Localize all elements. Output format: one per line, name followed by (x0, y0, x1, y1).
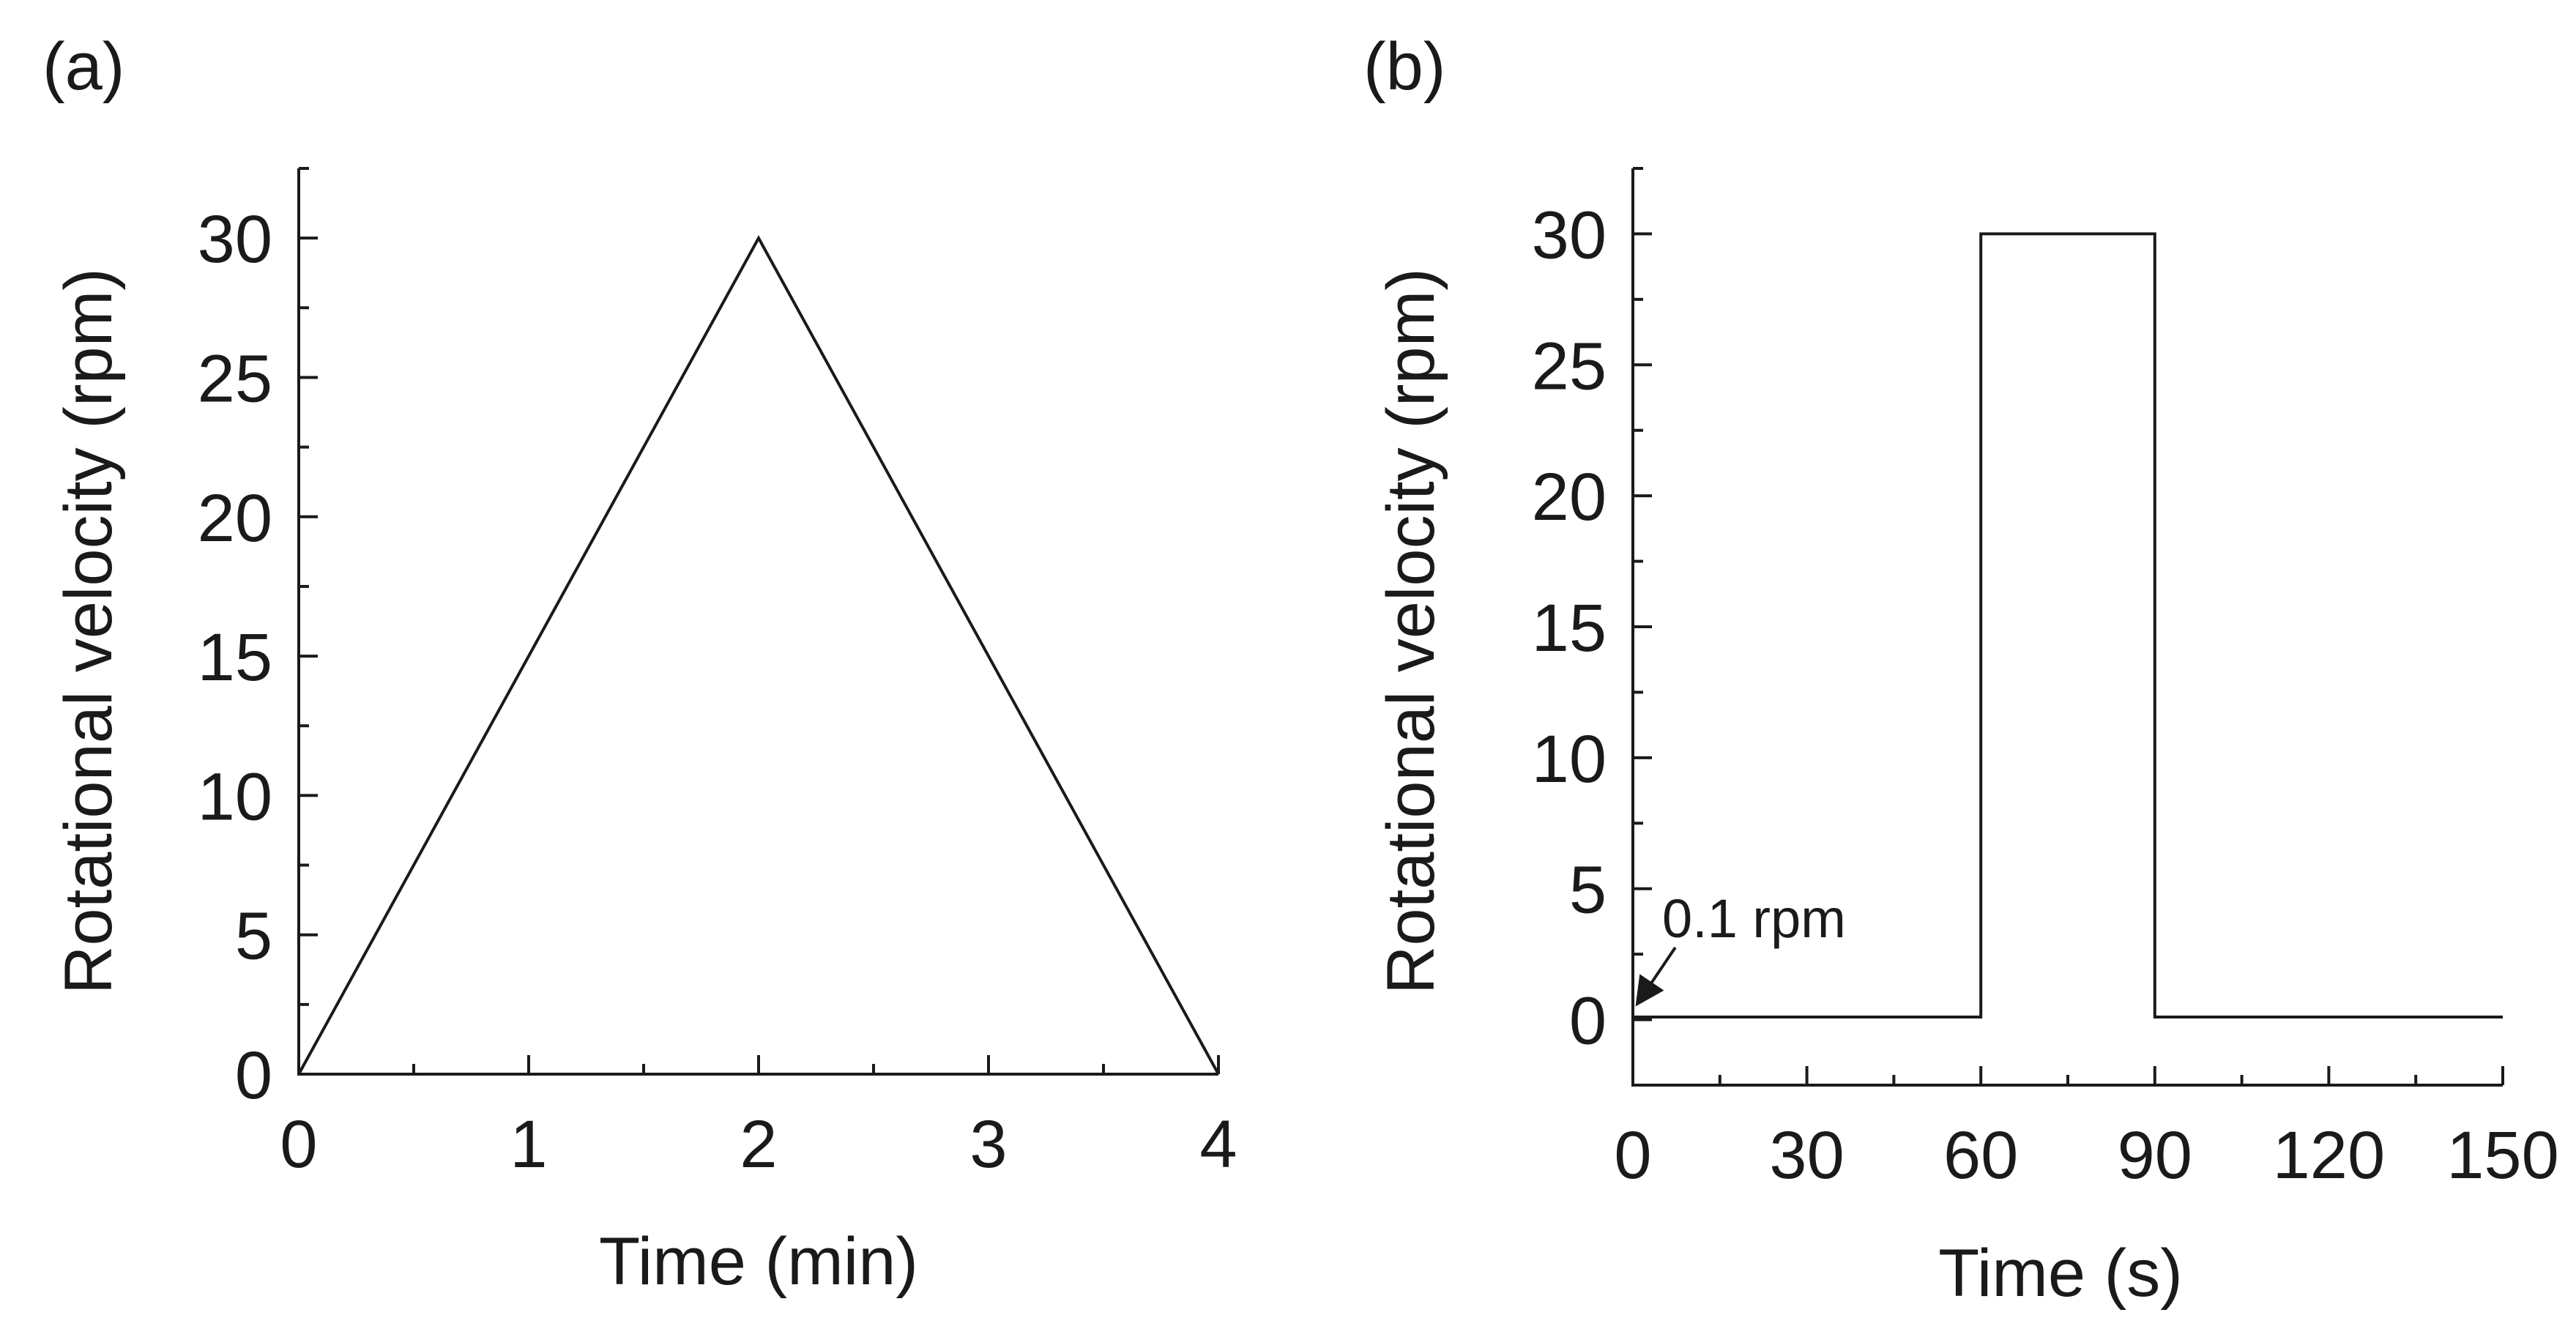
y-tick-label-a: 25 (198, 341, 272, 416)
x-tick-label-a: 1 (510, 1107, 547, 1182)
tick-labels-a: 0 1 2 3 4 0 5 10 15 20 25 30 (198, 202, 1237, 1182)
y-tick-label-a: 10 (198, 759, 272, 834)
x-tick-label-a: 3 (969, 1107, 1007, 1182)
y-axis-title-b: Rotational velocity (rpm) (1374, 268, 1448, 994)
y-tick-label-b: 10 (1532, 722, 1607, 797)
x-tick-label-b: 150 (2446, 1118, 2559, 1193)
x-axis-title-a: Time (min) (599, 1224, 918, 1299)
panel-label-a: (a) (42, 29, 124, 104)
ticks-b (1631, 167, 2504, 1085)
x-tick-label-b: 60 (1943, 1118, 2018, 1193)
y-axis-title-a: Rotational velocity (rpm) (51, 268, 126, 994)
ticks-a (297, 167, 1220, 1076)
annotation-label-b: 0.1 rpm (1662, 888, 1846, 949)
annotation-arrow-b (1635, 946, 1677, 1007)
y-tick-label-b: 0 (1569, 984, 1607, 1059)
y-tick-label-b: 30 (1532, 198, 1607, 272)
y-tick-label-a: 15 (198, 620, 272, 695)
axes-a (297, 168, 1218, 1076)
chart-panel-b: (b) 0 30 60 90 120 150 0 5 10 15 20 25 30 0.1 rpm Ti… (1363, 29, 2559, 1311)
x-tick-label-a: 4 (1199, 1107, 1237, 1182)
y-tick-label-b: 5 (1569, 853, 1607, 928)
tick-labels-b: 0 30 60 90 120 150 0 5 10 15 20 25 30 (1532, 198, 2559, 1193)
x-tick-label-b: 30 (1769, 1118, 1844, 1193)
y-tick-label-b: 15 (1532, 591, 1607, 666)
y-tick-label-a: 30 (198, 202, 272, 277)
x-tick-label-a: 0 (280, 1107, 317, 1182)
x-tick-label-a: 2 (740, 1107, 777, 1182)
x-tick-label-b: 0 (1614, 1118, 1651, 1193)
chart-panel-a: (a) 0 1 2 3 4 0 5 10 15 20 25 30 Time (min) Rotatio… (42, 29, 1237, 1299)
x-axis-title-b: Time (s) (1938, 1236, 2183, 1311)
panel-label-b: (b) (1363, 29, 1445, 104)
series-line-a (297, 235, 1220, 1075)
x-tick-label-b: 90 (2118, 1118, 2192, 1193)
x-tick-label-b: 120 (2273, 1118, 2386, 1193)
y-tick-label-a: 20 (198, 481, 272, 556)
y-tick-label-b: 25 (1532, 329, 1607, 403)
series-line-b (1633, 232, 2503, 1018)
y-tick-label-b: 20 (1532, 460, 1607, 535)
y-tick-label-a: 5 (235, 899, 272, 974)
y-tick-label-a: 0 (235, 1038, 272, 1113)
